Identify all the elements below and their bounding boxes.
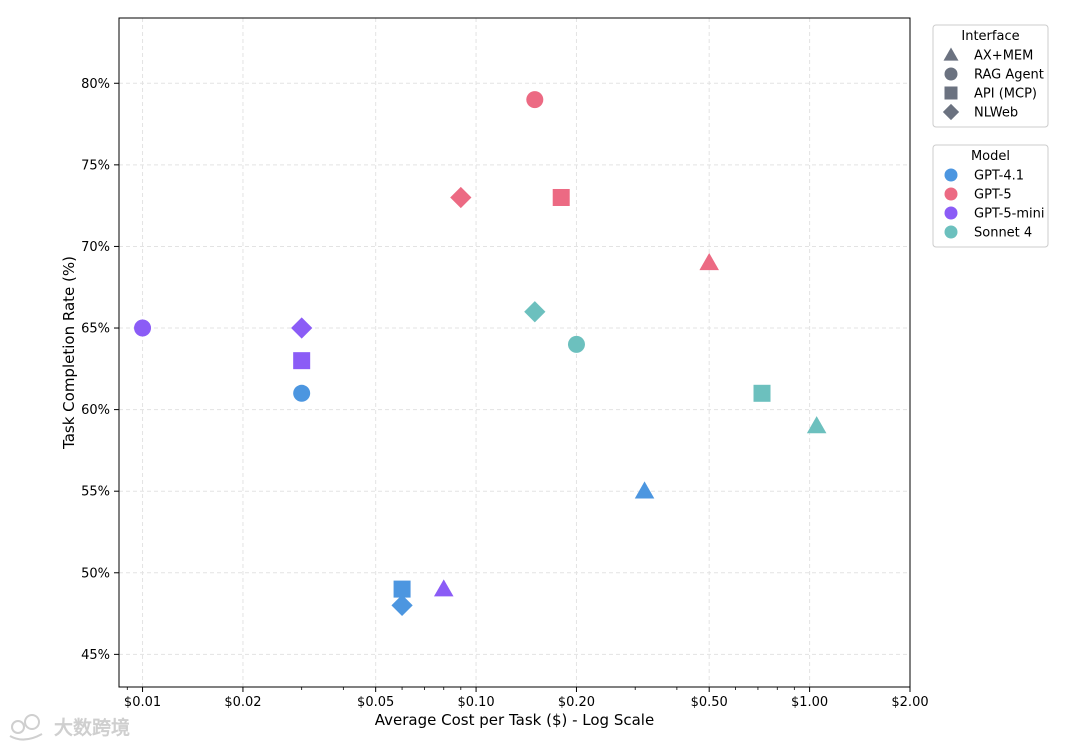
x-tick-label: $1.00 [791,695,828,710]
legend-interface-item-nlweb-marker [942,103,960,121]
legend-interface-item-rag-agent-label: RAG Agent [974,68,1044,83]
x-tick-label: $0.02 [224,695,261,710]
point-gpt-4-1-nlweb [391,594,413,617]
legend-interface: Interface AX+MEM RAG Agent API (MCP) NLWeb [932,24,1049,128]
point-sonnet-4-rag-agent [567,335,585,353]
point-gpt-4-1-ax-mem [634,481,655,499]
y-tick-label: 75% [81,158,110,173]
plot-area [118,17,911,688]
x-tick-label: $2.00 [891,695,928,710]
point-gpt-5-mini-rag-agent [134,319,152,337]
legend-model-item-gpt-5-label: GPT-5 [974,188,1012,203]
y-tick-label: 55% [81,485,110,500]
x-tick-label: $0.10 [457,695,494,710]
legend-interface-item-api-mcp--label: API (MCP) [974,87,1037,102]
legend-interface-title: Interface [961,29,1019,44]
point-gpt-4-1-api-mcp- [393,580,411,598]
watermark: 大数跨境 [9,714,130,741]
legend-model-item-gpt-4-1-label: GPT-4.1 [974,169,1024,184]
x-tick-label: $0.50 [691,695,728,710]
watermark-text: 大数跨境 [54,716,130,739]
legend-interface-item-api-mcp--marker [944,86,958,100]
axis-ticks: $0.01 $0.02 $0.05 $0.10 $0.20 $0.50 $1.00 $2.00… [81,77,929,710]
grid [119,18,911,687]
watermark-logo-icon [9,714,43,741]
point-sonnet-4-ax-mem [806,416,827,434]
legend-model-title: Model [971,149,1010,164]
legend-interface-item-ax-mem-label: AX+MEM [974,49,1033,64]
x-tick-label: $0.05 [357,695,394,710]
y-axis-title: Task Completion Rate (%) [60,256,78,450]
y-tick-label: 45% [81,648,110,663]
point-sonnet-4-nlweb [524,301,546,323]
point-gpt-5-mini-nlweb [291,317,313,339]
point-gpt-5-api-mcp- [552,188,570,206]
x-axis-title: Average Cost per Task ($) - Log Scale [375,711,654,729]
legend-model-item-gpt-4-1-marker [944,168,958,182]
legend-interface-item-ax-mem-marker [943,47,959,61]
point-gpt-5-nlweb [450,186,472,209]
legend-model-item-gpt-5-mini-marker [944,206,958,220]
y-tick-label: 80% [81,77,110,92]
legend-interface-frame [932,24,1049,128]
legend-model-item-sonnet-4-label: Sonnet 4 [974,226,1032,241]
y-tick-label: 60% [81,403,110,418]
x-tick-label: $0.01 [124,695,161,710]
point-gpt-5-ax-mem [699,252,719,271]
legend-model-frame [932,144,1049,248]
legend-interface-item-nlweb-label: NLWeb [974,106,1018,121]
y-tick-label: 50% [81,566,110,581]
legend-model-item-gpt-5-marker [944,187,958,201]
legend-model-item-sonnet-4-marker [944,225,958,239]
legend-model-item-gpt-5-mini-label: GPT-5-mini [974,207,1044,222]
y-tick-label: 65% [81,322,110,337]
y-tick-label: 70% [81,240,110,255]
x-tick-label: $0.20 [558,695,595,710]
point-gpt-5-rag-agent [526,91,544,109]
legend-interface-item-rag-agent-marker [944,67,958,81]
point-sonnet-4-api-mcp- [753,384,771,402]
data-points [134,91,827,617]
point-gpt-5-mini-ax-mem [433,579,454,597]
legend-model: Model GPT-4.1 GPT-5 GPT-5-mini Sonnet 4 [932,144,1049,248]
point-gpt-4-1-rag-agent [293,384,311,402]
point-gpt-5-mini-api-mcp- [293,352,311,370]
